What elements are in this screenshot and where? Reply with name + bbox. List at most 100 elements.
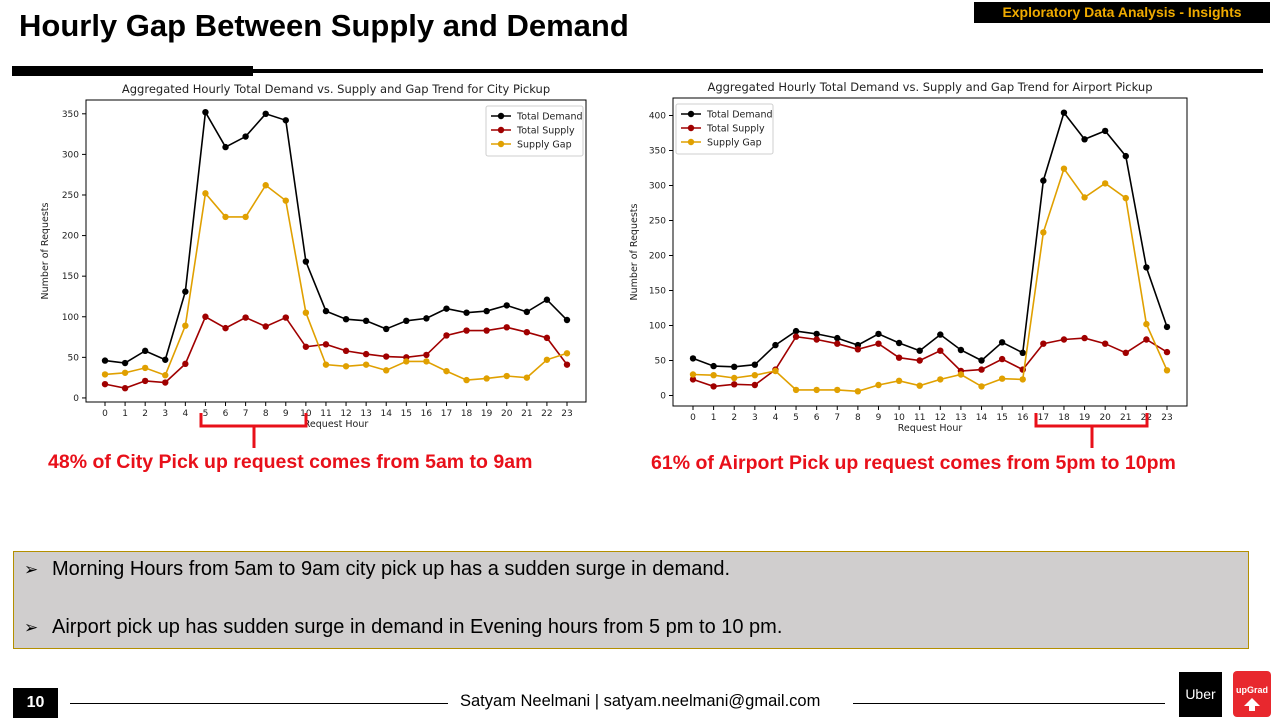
total-demand-point [792,327,800,335]
x-tick-label: 14 [976,413,988,423]
total-demand-point [443,305,450,312]
y-tick-label: 50 [655,357,667,367]
total-supply-point [978,366,985,373]
x-tick-label: 18 [1058,413,1070,423]
total-supply-point [731,381,738,388]
y-tick-label: 350 [649,147,666,157]
y-tick-label: 400 [649,112,666,122]
total-supply-point [563,361,571,368]
supply-gap-point [1019,376,1026,383]
total-supply-point [689,376,697,383]
supply-gap-point [162,372,169,379]
total-demand-point [141,347,149,355]
footer-divider-right [853,703,1165,704]
x-tick-label: 15 [996,413,1007,423]
x-tick-label: 0 [690,413,696,423]
total-demand-point [342,315,350,323]
total-supply-point [182,360,189,368]
supply-gap-point [1081,194,1088,201]
total-demand-point [1122,152,1129,160]
city-insight-text: 48% of City Pick up request comes from 5… [48,451,533,473]
y-tick-label: 250 [62,191,79,201]
x-tick-label: 20 [501,409,513,419]
x-tick-label: 16 [1017,413,1029,423]
total-demand-point [423,315,430,322]
x-tick-label: 3 [752,413,758,423]
x-tick-label: 5 [203,409,209,419]
x-tick-label: 3 [162,409,168,419]
total-supply-line [692,335,1168,388]
plot-frame [85,99,587,403]
total-demand-point [101,357,109,364]
title-underline-thin [253,69,1263,73]
total-supply-point [503,324,510,331]
y-tick-label: 350 [62,110,79,120]
supply-gap-point [689,371,697,378]
supply-gap-point [222,213,229,221]
supply-gap-point [503,372,510,380]
total-demand-line [104,109,568,364]
total-demand-point [875,330,882,338]
x-tick-label: 9 [876,413,882,423]
legend-label: Supply Gap [517,140,572,151]
y-axis-label: Number of Requests [40,203,51,300]
x-tick-label: 11 [320,409,331,419]
total-demand-point [121,359,129,367]
x-tick-label: 2 [731,413,737,423]
supply-gap-point [182,322,189,329]
supply-gap-point [121,369,129,376]
total-supply-point [998,355,1006,363]
supply-gap-point [483,375,490,382]
total-supply-point [875,340,882,347]
supply-gap-point [403,358,410,365]
total-demand-point [813,330,820,338]
supply-gap-point [383,367,390,374]
supply-gap-point [1060,165,1068,172]
summary-bullet-1: ➢ Morning Hours from 5am to 9am city pick… [24,558,730,581]
total-supply-line [104,315,568,390]
total-supply-point [1101,340,1109,347]
supply-gap-point [141,364,149,372]
total-demand-point [1040,177,1047,184]
airport-pickup-chart: Aggregated Hourly Total Demand vs. Suppl… [620,80,1200,440]
x-tick-label: 6 [223,409,229,419]
section-badge: Exploratory Data Analysis - Insights [974,2,1270,23]
x-tick-label: 23 [1161,413,1172,423]
upgrad-logo: upGrad [1233,671,1271,717]
total-demand-point [242,133,249,140]
x-tick-label: 9 [283,409,289,419]
supply-gap-point [443,367,450,375]
x-tick-label: 15 [401,409,412,419]
supply-gap-point [1101,180,1109,187]
total-demand-point [1081,136,1088,143]
total-demand-point [895,339,903,347]
total-supply-point [543,334,551,342]
total-supply-point [443,332,450,339]
uber-logo: Uber [1179,672,1222,717]
y-tick-label: 100 [62,313,79,323]
total-demand-point [362,317,370,325]
x-tick-label: 1 [711,413,717,423]
y-tick-label: 200 [649,252,666,262]
x-tick-label: 23 [561,409,572,419]
x-tick-label: 10 [893,413,905,423]
x-tick-label: 17 [441,409,452,419]
total-demand-point [710,362,717,370]
x-tick-label: 2 [142,409,148,419]
total-demand-point [322,307,330,315]
supply-gap-point [322,361,330,368]
summary-bullet-2: ➢ Airport pick up has sudden surge in dem… [24,616,782,639]
supply-gap-point [731,374,738,382]
x-tick-label: 7 [243,409,249,419]
total-supply-point [710,383,717,390]
supply-gap-point [895,377,903,384]
total-supply-point [813,336,820,343]
total-supply-point [1163,348,1171,356]
x-tick-label: 7 [834,413,840,423]
summary-bullet-text: Morning Hours from 5am to 9am city pick … [52,558,731,580]
x-tick-label: 8 [855,413,861,423]
supply-gap-point [523,374,531,381]
total-supply-point [1122,349,1129,356]
x-tick-label: 22 [541,409,552,419]
city-hours-bracket [199,413,308,448]
